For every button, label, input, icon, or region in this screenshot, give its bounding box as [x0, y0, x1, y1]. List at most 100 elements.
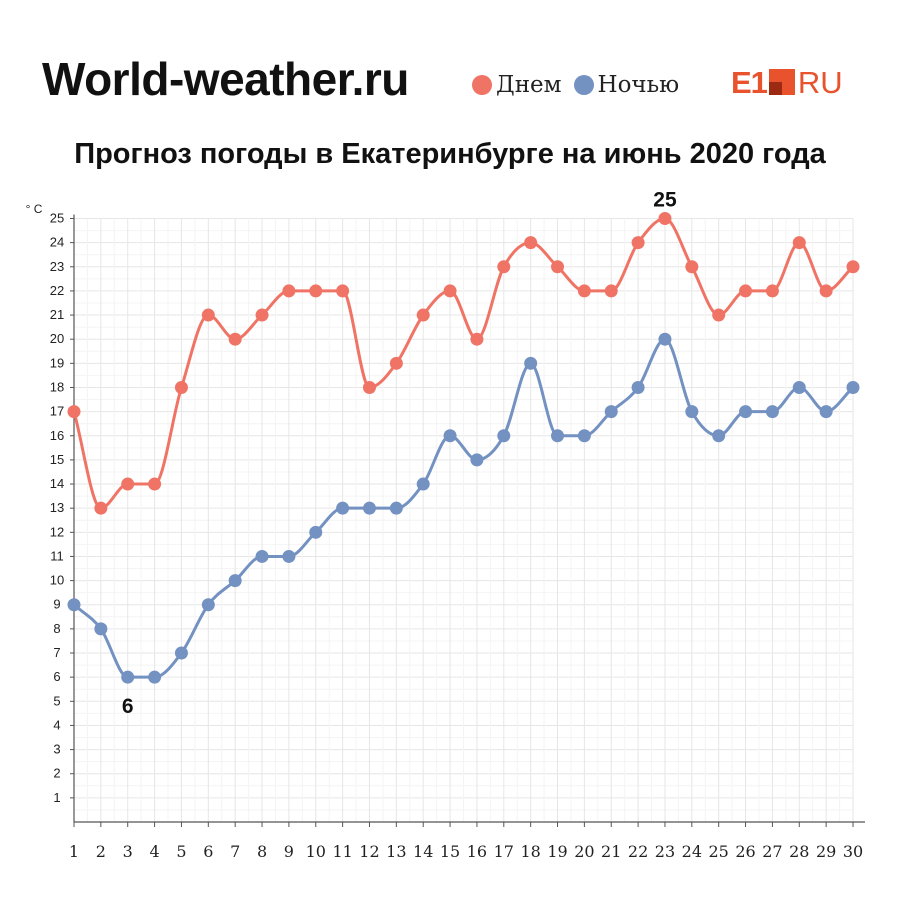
- data-point-night: [309, 525, 323, 539]
- data-point-night: [389, 501, 403, 515]
- logo-ru-text: RU: [797, 64, 843, 100]
- data-point-night: [67, 598, 81, 612]
- y-tick-label: 5: [53, 693, 60, 708]
- x-tick-label: 14: [413, 842, 433, 861]
- chart-title: Прогноз погоды в Екатеринбурге на июнь 2…: [74, 138, 826, 170]
- y-tick-label: 6: [53, 669, 60, 684]
- x-tick-label: 2: [96, 842, 106, 861]
- data-point-day: [201, 308, 215, 322]
- legend-item-night: Ночью: [573, 72, 680, 98]
- data-point-day: [443, 284, 457, 298]
- x-tick-label: 26: [735, 842, 755, 861]
- x-tick-label: 13: [386, 842, 406, 861]
- data-point-day: [336, 284, 350, 298]
- data-point-night: [497, 429, 511, 443]
- data-point-night: [228, 574, 242, 588]
- x-tick-label: 16: [467, 842, 487, 861]
- y-tick-label: 9: [53, 597, 60, 612]
- data-point-day: [67, 405, 81, 419]
- x-tick-label: 23: [655, 842, 675, 861]
- data-point-night: [524, 356, 538, 370]
- data-point-night: [658, 332, 672, 346]
- x-tick-label: 21: [601, 842, 621, 861]
- data-point-day: [846, 260, 860, 274]
- x-tick-label: 3: [123, 842, 133, 861]
- x-tick-label: 24: [682, 842, 702, 861]
- data-point-day: [282, 284, 296, 298]
- y-tick-label: 14: [50, 476, 64, 491]
- data-point-night: [712, 429, 726, 443]
- data-point-day: [174, 380, 188, 394]
- x-tick-label: 29: [816, 842, 836, 861]
- x-tick-label: 17: [494, 842, 514, 861]
- data-point-day: [604, 284, 618, 298]
- x-tick-label: 30: [843, 842, 863, 861]
- data-point-night: [255, 549, 269, 563]
- x-tick-label: 8: [257, 842, 267, 861]
- x-tick-label: 27: [762, 842, 782, 861]
- data-point-night: [604, 405, 618, 419]
- data-point-day: [389, 356, 403, 370]
- data-point-night: [551, 429, 565, 443]
- x-tick-label: 15: [440, 842, 460, 861]
- data-point-day: [577, 284, 591, 298]
- data-point-night: [174, 646, 188, 660]
- x-tick-label: 22: [628, 842, 648, 861]
- y-tick-label: 13: [50, 500, 64, 515]
- data-point-night: [846, 380, 860, 394]
- data-point-day: [658, 212, 672, 225]
- data-point-night: [416, 477, 430, 491]
- data-point-night: [819, 405, 833, 419]
- data-point-day: [362, 380, 376, 394]
- y-tick-label: 20: [50, 331, 64, 346]
- x-tick-label: 1: [69, 842, 79, 861]
- data-point-day: [792, 236, 806, 250]
- data-point-day: [470, 332, 484, 346]
- data-point-night: [631, 380, 645, 394]
- y-tick-label: 7: [53, 645, 60, 660]
- data-point-day: [94, 501, 108, 515]
- data-point-night: [792, 380, 806, 394]
- legend-night-label: Ночью: [597, 72, 680, 98]
- legend-day-label: Днем: [496, 72, 562, 98]
- data-label-annotation: 6: [122, 695, 134, 718]
- y-tick-label: 18: [50, 379, 64, 394]
- data-point-night: [94, 622, 108, 636]
- data-point-day: [739, 284, 753, 298]
- y-tick-label: 1: [53, 790, 60, 805]
- x-tick-label: 6: [203, 842, 213, 861]
- data-point-day: [309, 284, 323, 298]
- x-tick-label: 19: [547, 842, 567, 861]
- data-point-day: [685, 260, 699, 274]
- data-point-day: [524, 236, 538, 250]
- x-tick-label: 18: [520, 842, 540, 861]
- data-point-day: [497, 260, 511, 274]
- x-tick-label: 12: [359, 842, 379, 861]
- data-point-day: [148, 477, 162, 491]
- y-tick-label: 4: [53, 717, 60, 732]
- data-point-day: [255, 308, 269, 322]
- y-tick-label: 25: [50, 211, 64, 226]
- chart-legend: Днем Ночью: [472, 72, 691, 98]
- y-tick-label: 11: [50, 548, 64, 563]
- data-point-day: [121, 477, 135, 491]
- data-point-night: [577, 429, 591, 443]
- y-tick-label: 2: [53, 766, 60, 781]
- data-point-night: [739, 405, 753, 419]
- legend-item-day: Днем: [472, 72, 562, 98]
- y-tick-label: 15: [50, 452, 64, 467]
- data-point-day: [416, 308, 430, 322]
- y-tick-label: 3: [53, 742, 60, 757]
- x-tick-label: 10: [306, 842, 326, 861]
- y-tick-label: 10: [50, 573, 64, 588]
- data-point-day: [712, 308, 726, 322]
- x-tick-label: 28: [789, 842, 809, 861]
- data-label-annotation: 25: [653, 189, 677, 212]
- logo-e1-text: E1: [731, 64, 768, 100]
- data-point-night: [201, 598, 215, 612]
- y-tick-label: 8: [53, 621, 60, 636]
- y-axis-unit-label: ° C: [26, 202, 43, 216]
- x-tick-label: 11: [332, 842, 352, 861]
- data-point-day: [551, 260, 565, 274]
- data-point-night: [282, 549, 296, 563]
